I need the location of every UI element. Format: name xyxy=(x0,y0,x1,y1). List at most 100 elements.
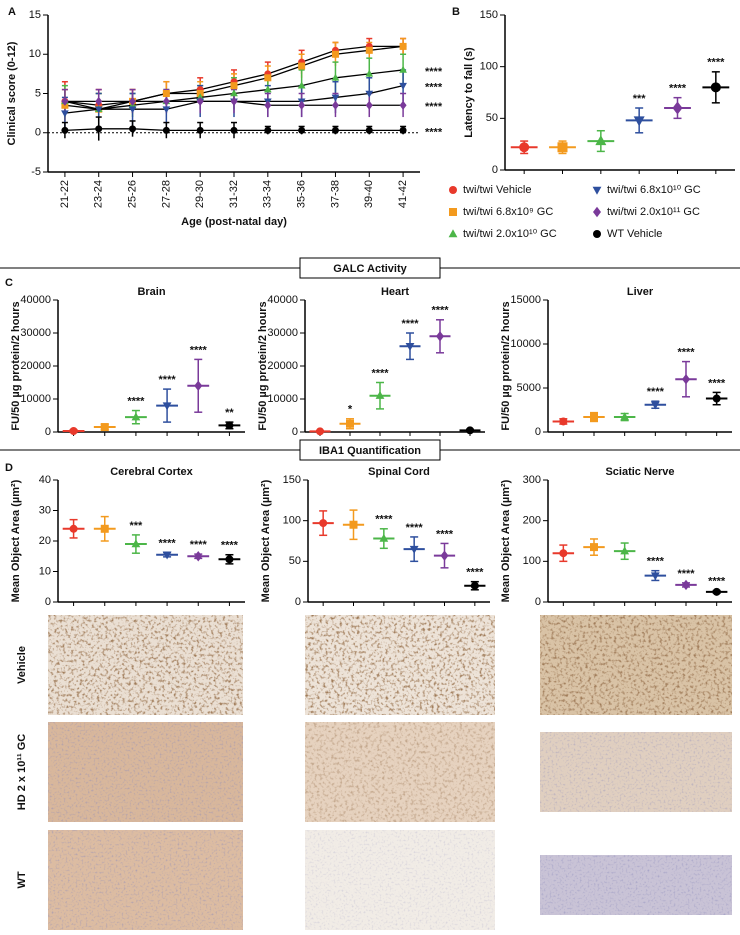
marker xyxy=(298,62,306,70)
y-axis-label: Mean Object Area (µm²) xyxy=(10,479,22,602)
significance: * xyxy=(348,404,353,416)
y-tick-label: 10000 xyxy=(267,393,298,405)
legend-marker xyxy=(449,186,457,194)
panel-letter: A xyxy=(8,6,16,18)
significance: **** xyxy=(425,66,443,78)
marker xyxy=(399,42,407,50)
marker xyxy=(230,82,238,90)
chart-title: Brain xyxy=(137,286,165,298)
marker xyxy=(298,100,306,110)
significance: **** xyxy=(190,344,208,356)
image-row-label: Vehicle xyxy=(16,646,28,684)
significance: **** xyxy=(708,576,726,588)
legend-label: twi/twi 2.0x10¹⁰ GC xyxy=(463,228,557,240)
panel-letter: C xyxy=(5,277,13,289)
y-axis-label: Mean Object Area (µm²) xyxy=(260,479,272,602)
x-tick-label: 21-22 xyxy=(59,180,71,208)
image-row-label: WT xyxy=(16,871,28,888)
x-tick-label: 41-42 xyxy=(397,180,409,208)
y-tick-label: 0 xyxy=(35,127,41,139)
legend-label: twi/twi 6.8x10¹⁰ GC xyxy=(607,184,701,196)
y-tick-label: 20 xyxy=(39,535,51,547)
y-tick-label: 0 xyxy=(295,596,301,608)
significance: **** xyxy=(677,568,695,580)
marker xyxy=(94,106,103,114)
y-tick-label: 30000 xyxy=(20,327,51,339)
significance: **** xyxy=(406,522,424,534)
x-tick-label: 27-28 xyxy=(160,180,172,208)
marker xyxy=(365,126,373,134)
significance: **** xyxy=(425,126,443,138)
marker xyxy=(399,100,407,110)
marker xyxy=(196,93,205,101)
y-tick-label: 100 xyxy=(480,61,498,73)
legend-label: WT Vehicle xyxy=(607,228,662,240)
marker xyxy=(162,90,170,97)
x-tick-label: 39-40 xyxy=(363,180,375,208)
y-axis-label: Mean Object Area (µm²) xyxy=(500,479,512,602)
x-tick-label: 37-38 xyxy=(329,180,341,208)
marker xyxy=(365,100,373,110)
chart-title: Spinal Cord xyxy=(368,466,430,478)
legend-marker xyxy=(593,206,601,218)
x-tick-label: 25-26 xyxy=(126,180,138,208)
chart-title: Cerebral Cortex xyxy=(110,466,193,478)
marker xyxy=(264,74,272,82)
y-tick-label: 20000 xyxy=(20,360,51,372)
significance: **** xyxy=(375,514,393,526)
y-axis-label: FU/50 µg protein/2 hours xyxy=(257,301,269,430)
marker xyxy=(196,126,204,134)
y-tick-label: 15 xyxy=(29,9,41,21)
micrographs xyxy=(48,615,732,930)
marker xyxy=(61,110,69,118)
x-tick-label: 33-34 xyxy=(262,180,274,208)
marker xyxy=(331,100,339,110)
y-tick-label: 30000 xyxy=(267,327,298,339)
y-tick-label: 0 xyxy=(535,426,541,438)
chart-title: Sciatic Nerve xyxy=(605,466,674,478)
marker xyxy=(95,96,103,106)
y-tick-label: 10 xyxy=(39,565,51,577)
y-tick-label: 10 xyxy=(29,48,41,60)
marker xyxy=(264,100,272,110)
y-tick-label: 50 xyxy=(289,555,301,567)
y-tick-label: 300 xyxy=(523,474,541,486)
marker xyxy=(162,96,170,106)
y-tick-label: 5000 xyxy=(517,382,541,394)
y-tick-label: 50 xyxy=(486,112,498,124)
section-box xyxy=(299,257,441,279)
marker xyxy=(129,125,137,133)
section-title: IBA1 Quantification xyxy=(319,445,421,457)
y-tick-label: 0 xyxy=(292,426,298,438)
y-tick-label: 40 xyxy=(39,474,51,486)
marker xyxy=(263,85,272,93)
y-axis-label: Clinical score (0-12) xyxy=(6,41,18,145)
y-axis-label: FU/50 µg protein/2 hours xyxy=(500,301,512,430)
x-tick-label: 35-36 xyxy=(296,180,308,208)
marker xyxy=(61,96,69,106)
legend-marker xyxy=(448,229,458,238)
significance: **** xyxy=(647,556,665,568)
legend-marker xyxy=(593,230,601,238)
marker xyxy=(365,69,374,77)
significance: **** xyxy=(707,57,725,69)
marker xyxy=(128,106,137,114)
y-tick-label: 40000 xyxy=(20,294,51,306)
significance: ** xyxy=(225,407,234,419)
x-axis-label: Age (post-natal day) xyxy=(181,216,287,228)
marker xyxy=(298,126,306,134)
marker xyxy=(331,73,340,81)
legend-label: twi/twi 6.8x10⁹ GC xyxy=(463,206,553,218)
y-tick-label: 150 xyxy=(480,9,498,21)
y-tick-label: 0 xyxy=(45,596,51,608)
marker xyxy=(297,81,306,89)
legend-marker xyxy=(592,186,602,195)
y-tick-label: 0 xyxy=(535,596,541,608)
marker xyxy=(365,90,374,98)
marker xyxy=(162,126,170,134)
significance: **** xyxy=(221,540,239,552)
significance: **** xyxy=(159,374,177,386)
y-tick-label: 20000 xyxy=(267,360,298,372)
marker xyxy=(399,82,407,90)
marker xyxy=(196,96,204,106)
